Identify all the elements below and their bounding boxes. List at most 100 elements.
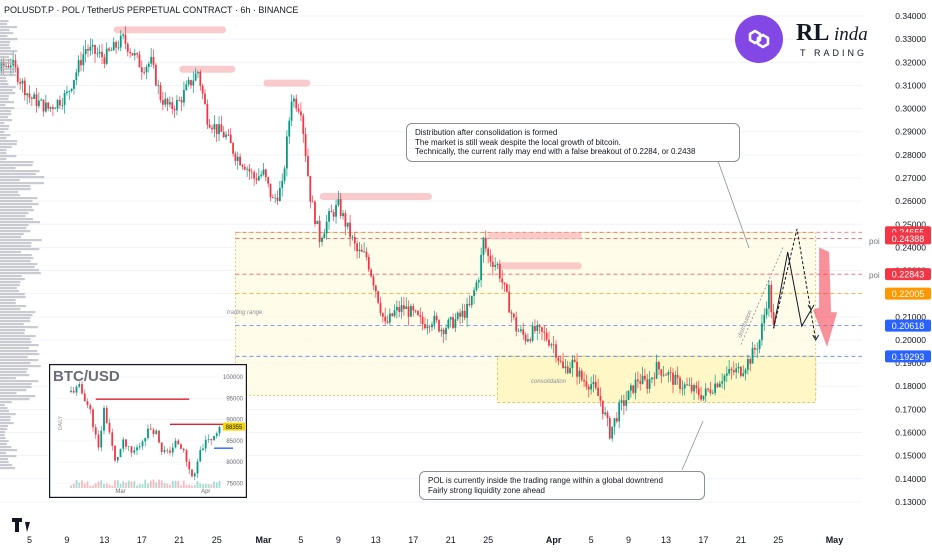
distribution-line <box>740 247 784 345</box>
volume-profile-bar <box>0 146 12 149</box>
candle-body <box>227 134 230 136</box>
inset-candle-body <box>171 447 174 453</box>
time-tick-label: 21 <box>446 535 456 545</box>
candle-body <box>204 93 206 105</box>
volume-profile-bar <box>0 401 12 404</box>
candle-body <box>531 326 534 341</box>
candle-body <box>222 131 225 138</box>
time-tick-label: 21 <box>174 535 184 545</box>
inset-volume-bar <box>94 483 97 488</box>
inset-volume-bar <box>188 484 191 488</box>
candle-body <box>466 303 468 318</box>
candle-body <box>768 284 770 309</box>
candle-body <box>52 106 54 109</box>
candle-body <box>562 361 564 369</box>
inset-candle-body <box>207 439 210 440</box>
volume-profile-bar <box>0 230 31 233</box>
candle-body <box>414 310 417 312</box>
volume-profile-bar <box>0 41 11 44</box>
price-tick-label: 0.18000 <box>895 381 926 391</box>
inset-candle-body <box>149 428 152 430</box>
inset-candle-body <box>174 440 177 448</box>
candle-body <box>211 127 213 130</box>
candle-body <box>679 377 681 389</box>
inset-volume-bar <box>97 481 100 488</box>
time-tick-label: 9 <box>336 535 341 545</box>
level-price-tag <box>885 350 931 363</box>
candle-body <box>622 400 625 406</box>
candle-body <box>550 344 553 346</box>
candle-body <box>337 199 340 206</box>
inset-candle-body <box>166 450 169 451</box>
inset-candle-body <box>119 448 122 458</box>
inset-candle-body <box>218 426 221 434</box>
candle-body <box>372 276 375 286</box>
volume-profile-bar <box>0 275 22 278</box>
inset-price-label: 100000 <box>223 375 244 381</box>
candle-body <box>54 108 57 110</box>
candle-body <box>332 212 335 217</box>
candle-body <box>658 362 660 370</box>
price-tick-label: 0.26000 <box>895 196 926 206</box>
volume-profile-bar <box>0 269 39 272</box>
candle-body <box>365 251 368 258</box>
volume-profile-bar <box>0 236 21 239</box>
inset-candle-body <box>199 450 202 462</box>
candle-body <box>632 385 635 393</box>
candle-body <box>725 373 728 376</box>
inset-candle-body <box>89 405 92 410</box>
candle-body <box>314 201 316 225</box>
candle-body <box>384 316 387 322</box>
candle-body <box>709 389 712 393</box>
inset-candle-body <box>92 409 94 428</box>
candle-body <box>665 374 667 376</box>
volume-profile-bar <box>0 344 39 347</box>
candle-body <box>412 306 415 311</box>
candle-body <box>176 99 178 111</box>
candle-body <box>428 326 431 328</box>
inset-current-price-label: 88355 <box>226 425 243 431</box>
candle-body <box>213 124 216 130</box>
volume-profile-bar <box>0 197 38 200</box>
candle-body <box>707 388 709 390</box>
candle-body <box>75 72 78 81</box>
candle-body <box>108 48 110 51</box>
candle-body <box>576 361 578 377</box>
candle-body <box>700 395 702 400</box>
candle-body <box>391 313 394 316</box>
candle-body <box>480 254 483 281</box>
candle-body <box>695 385 698 389</box>
volume-profile-bar <box>0 242 32 245</box>
volume-profile-bar <box>0 26 18 29</box>
volume-profile-bar <box>0 263 38 266</box>
candle-body <box>704 388 707 396</box>
candle-body <box>311 201 314 203</box>
inset-time-label: Apr <box>201 489 210 495</box>
candle-body <box>328 211 330 222</box>
candle-body <box>620 400 623 403</box>
inset-candle-body <box>75 386 78 393</box>
volume-profile-bar <box>0 461 9 464</box>
candle-body <box>171 102 174 110</box>
candle-body <box>381 313 384 317</box>
candle-body <box>147 63 150 67</box>
candle-body <box>538 325 541 328</box>
candle-body <box>728 368 731 374</box>
volume-profile-bar <box>0 428 8 431</box>
candle-body <box>26 93 29 96</box>
candle-body <box>421 316 424 325</box>
price-tick-label: 0.16000 <box>895 428 926 438</box>
candle-body <box>545 332 548 340</box>
candle-body <box>735 368 738 373</box>
candle-body <box>124 34 127 44</box>
volume-profile-bar <box>0 287 17 290</box>
volume-profile-bar <box>0 98 9 101</box>
brand-script: inda <box>834 24 868 45</box>
inset-candle-body <box>193 473 196 477</box>
candle-body <box>763 314 766 324</box>
brand-logo: RL inda T RADING <box>790 18 880 68</box>
candle-body <box>456 312 459 320</box>
inset-volume-bar <box>103 484 105 488</box>
inset-candle-body <box>105 407 108 423</box>
candle-body <box>646 379 649 389</box>
